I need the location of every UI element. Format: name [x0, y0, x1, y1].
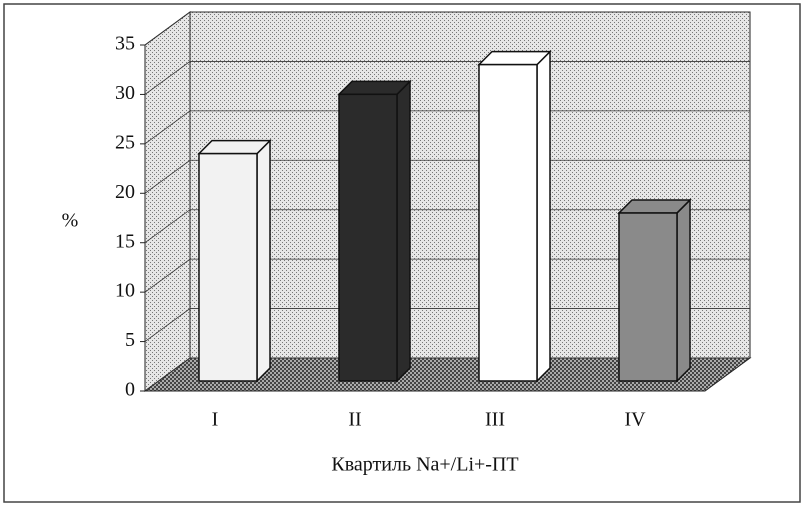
y-tick-label: 20: [115, 181, 135, 203]
bar-side: [396, 79, 411, 383]
grid-line: [144, 357, 750, 392]
bar-top: [197, 139, 272, 155]
grid-line: [144, 110, 750, 145]
y-tick-label: 0: [125, 379, 135, 401]
bar-front: [198, 152, 258, 382]
bar-top: [617, 199, 692, 214]
x-tick-label: III: [485, 409, 505, 431]
grid-line: [144, 209, 750, 244]
x-tick-label: IV: [624, 409, 646, 431]
y-tick-label: 35: [115, 33, 135, 55]
y-tick-label: 10: [115, 280, 135, 302]
bar-front: [618, 212, 678, 382]
grid-line: [144, 258, 750, 293]
bar-front: [338, 93, 398, 382]
y-tick-label: 5: [125, 329, 135, 351]
y-tick-label: 15: [115, 230, 135, 252]
grid-line: [144, 159, 750, 194]
bar-side: [536, 49, 551, 383]
x-tick-label: II: [348, 409, 361, 431]
grid-line: [144, 11, 750, 46]
bar-top: [477, 50, 552, 66]
bar-side: [676, 198, 691, 383]
bar: [337, 79, 412, 383]
x-tick-label: I: [212, 409, 219, 431]
y-tick-label: 30: [115, 82, 135, 104]
grid-line: [144, 308, 750, 342]
bar: [477, 49, 552, 383]
y-axis-label: %: [62, 210, 79, 232]
side-wall: [144, 11, 191, 392]
frame: [3, 3, 801, 503]
x-axis-label: Квартиль Na+/Li+-ПТ: [331, 454, 518, 476]
bar-side: [256, 138, 271, 383]
bar-top: [337, 80, 412, 96]
bar-front: [478, 63, 538, 382]
grid-line: [144, 61, 750, 95]
y-tick-label: 25: [115, 131, 135, 153]
bar: [617, 198, 692, 383]
bar: [197, 138, 272, 383]
